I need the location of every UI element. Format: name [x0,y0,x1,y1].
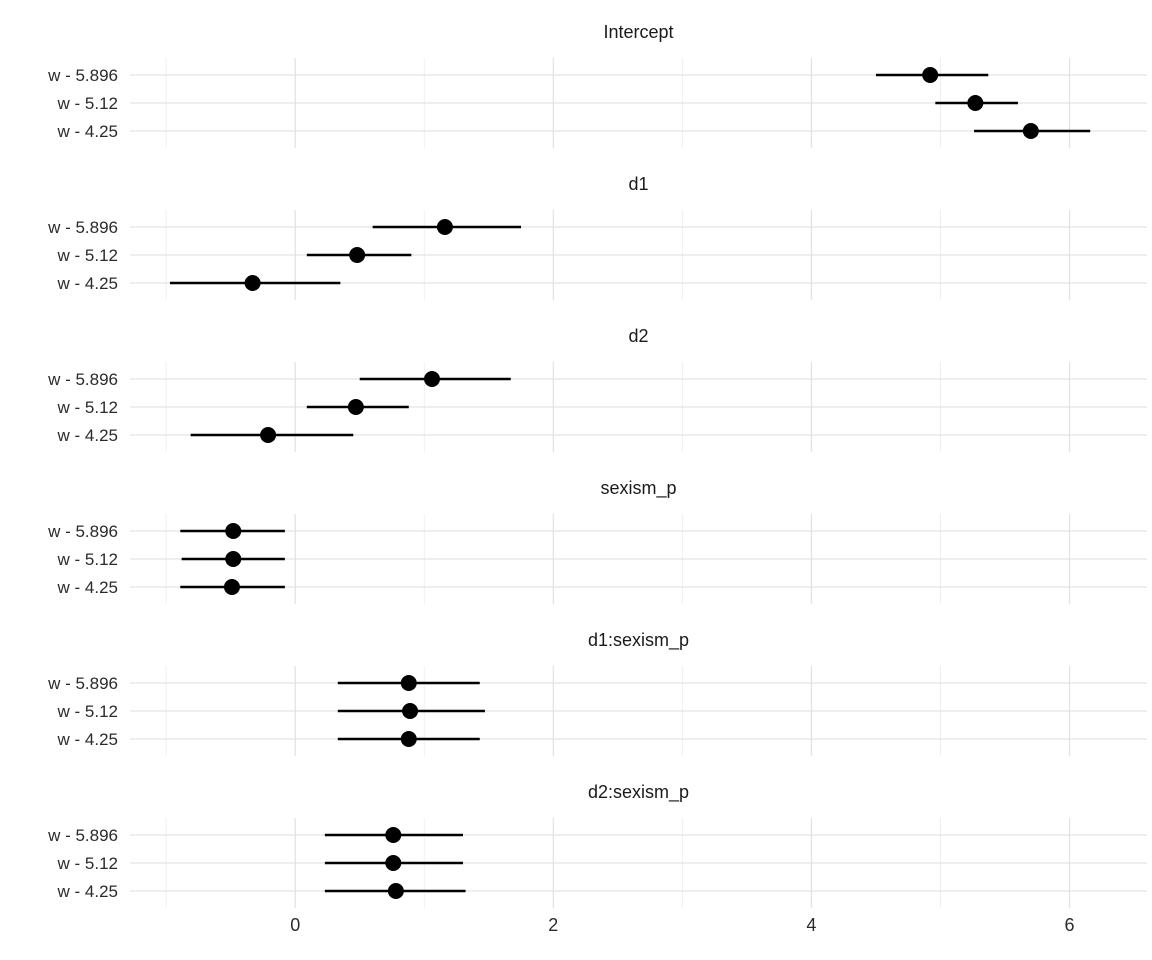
y-axis-label: w - 5.896 [47,370,118,389]
point-estimate [387,883,404,899]
point-estimate [349,247,366,263]
point-estimate [244,275,261,291]
y-axis-label: w - 5.896 [47,826,118,845]
point-estimate [400,675,417,691]
y-axis-label: w - 4.25 [57,122,118,141]
facet-title: d1 [628,174,648,194]
point-estimate [260,427,277,443]
facet-title: d1:sexism_p [588,630,689,651]
point-estimate [436,219,453,235]
point-estimate [400,731,417,747]
point-estimate [347,399,364,415]
y-axis-label: w - 4.25 [57,274,118,293]
point-estimate [402,703,419,719]
point-estimate [424,371,441,387]
y-axis-label: w - 5.12 [57,854,118,873]
facet-title: sexism_p [600,478,676,499]
y-axis-label: w - 5.12 [57,246,118,265]
x-axis-tick-label: 0 [290,915,300,935]
point-estimate [223,579,240,595]
x-axis-tick-label: 2 [548,915,558,935]
x-axis-tick-label: 4 [806,915,816,935]
y-axis-label: w - 5.896 [47,66,118,85]
y-axis-label: w - 5.896 [47,674,118,693]
facet-title: d2 [628,326,648,346]
y-axis-label: w - 5.896 [47,218,118,237]
point-estimate [225,551,242,567]
y-axis-label: w - 5.12 [57,94,118,113]
y-axis-label: w - 5.896 [47,522,118,541]
x-axis-tick-label: 6 [1065,915,1075,935]
y-axis-label: w - 4.25 [57,578,118,597]
point-estimate [1022,123,1039,139]
point-estimate [225,523,242,539]
y-axis-label: w - 5.12 [57,702,118,721]
data-layer [170,67,1091,899]
facet-title: d2:sexism_p [588,782,689,803]
y-axis-label: w - 5.12 [57,398,118,417]
point-estimate [922,67,939,83]
point-estimate [385,827,402,843]
y-axis-label: w - 5.12 [57,550,118,569]
text-layer: Intercept w - 5.896 w - 5.12 w - 4.25 d1 w - … [47,22,1075,935]
y-axis-label: w - 4.25 [57,882,118,901]
gridlines-layer [130,58,1147,908]
facet-title: Intercept [603,22,673,42]
y-axis-label: w - 4.25 [57,426,118,445]
y-axis-label: w - 4.25 [57,730,118,749]
point-estimate [967,95,984,111]
point-estimate [385,855,402,871]
